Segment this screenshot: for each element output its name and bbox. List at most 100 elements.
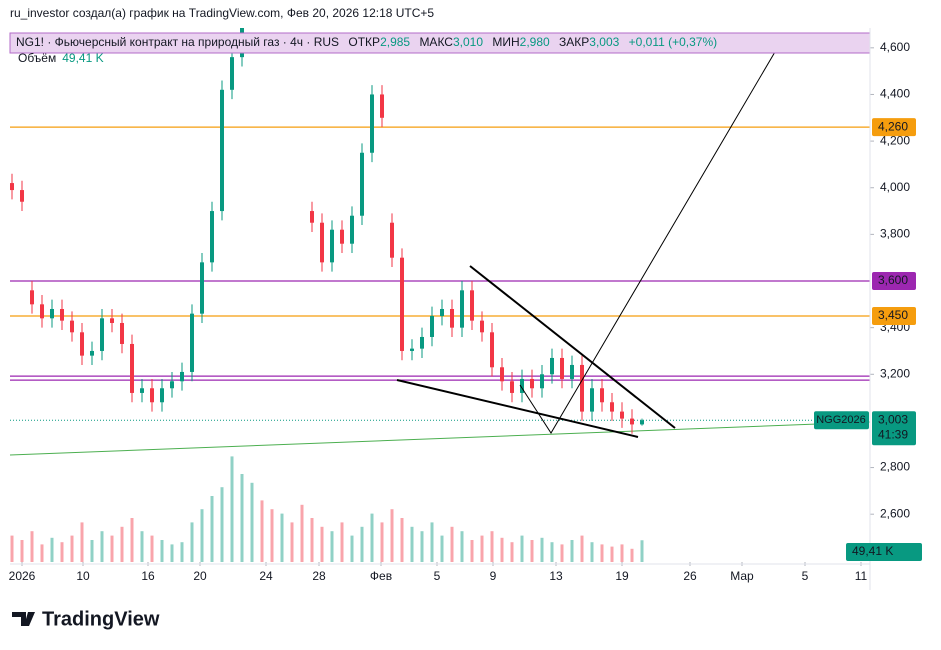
logo-mark (12, 612, 35, 626)
volume-bar (240, 474, 244, 562)
volume-bar (520, 535, 524, 562)
volume-bar (580, 535, 584, 562)
volume-bar (550, 542, 554, 562)
candle-body (580, 364, 584, 412)
volume-bar (630, 548, 634, 562)
volume-bar (210, 496, 214, 562)
volume-bar (90, 540, 94, 562)
volume-bar (460, 531, 464, 562)
volume-bar (470, 540, 474, 562)
candles (10, 28, 644, 434)
candle-body (80, 332, 84, 356)
candle-body (540, 374, 544, 389)
volume-bar (30, 531, 34, 562)
y-tick-label: 3,200 (880, 366, 910, 380)
price-badge (872, 411, 916, 446)
volume-bar (380, 522, 384, 562)
x-tick-label: 5 (434, 569, 441, 583)
candle-body (220, 89, 224, 212)
y-tick-label: 4,000 (880, 180, 910, 194)
volume-label: Объём (18, 51, 56, 65)
wedge-upper (469, 265, 676, 429)
candle-body (20, 190, 24, 202)
candle-body (150, 388, 154, 403)
candle-body (520, 378, 524, 393)
x-tick-label: 19 (615, 569, 629, 583)
candle-body (490, 332, 494, 368)
candle-body (480, 320, 484, 333)
candle-body (630, 418, 634, 425)
volume-bar (140, 531, 144, 562)
candle-body (640, 420, 644, 425)
candle-body (560, 357, 564, 379)
volume-bar (80, 522, 84, 562)
candle-body (50, 308, 54, 319)
candle-body (230, 57, 234, 90)
volume-bar (480, 535, 484, 562)
candle-body (550, 357, 554, 375)
price-badge-label: 3,003 (878, 412, 908, 426)
level-badge-label: 4,260 (878, 119, 908, 133)
candle-body (130, 343, 134, 393)
candle-body (610, 402, 614, 412)
contract-badge (814, 411, 869, 430)
candle-body (460, 290, 464, 328)
logo: TradingView (12, 608, 160, 630)
candle-body (330, 229, 334, 263)
volume-bar (640, 540, 644, 562)
candle-body (470, 290, 474, 321)
volume-bar (600, 544, 604, 562)
candle-body (60, 308, 64, 321)
candle-body (450, 308, 454, 328)
candle-body (590, 388, 594, 412)
volume-bar (340, 522, 344, 562)
candle-body (420, 336, 424, 349)
volume-bar (300, 504, 304, 562)
volume-bar (180, 542, 184, 562)
volume-bar (450, 526, 454, 562)
volume-bar (490, 531, 494, 562)
candle-body (530, 378, 534, 389)
candle-body (430, 315, 434, 337)
wedge-lower (396, 379, 639, 438)
volume-bar (410, 526, 414, 562)
x-tick-label: 13 (549, 569, 563, 583)
volume-bar (170, 544, 174, 562)
candle-body (400, 257, 404, 351)
volume-bar (160, 540, 164, 562)
brand: TradingView (42, 608, 160, 630)
x-tick-label: 5 (802, 569, 809, 583)
volume-bar (570, 540, 574, 562)
candle-body (570, 364, 574, 379)
x-tick-label: 2026 (9, 569, 36, 583)
candle-body (380, 94, 384, 118)
volume-bar (130, 518, 134, 562)
volume-bar (220, 487, 224, 562)
x-tick-label: 10 (76, 569, 90, 583)
volume-bar (290, 522, 294, 562)
candle-body (110, 318, 114, 323)
volume-value: 49,41 K (62, 51, 103, 65)
contract-label: NGG2026 (816, 414, 866, 426)
level-badge (872, 272, 916, 291)
y-tick-label: 2,600 (880, 506, 910, 520)
candle-body (350, 215, 354, 244)
y-tick-label: 4,200 (880, 133, 910, 147)
x-tick-label: 11 (855, 569, 868, 583)
candle-body (620, 411, 624, 419)
candle-body (120, 322, 124, 344)
candle-body (340, 229, 344, 244)
projection-arrow (519, 39, 783, 434)
x-tick-label: 26 (683, 569, 697, 583)
volume-bar (330, 531, 334, 562)
volume-legend: Объём 49,41 K (18, 51, 104, 65)
candle-body (310, 211, 314, 223)
volume-bar (10, 535, 14, 562)
volume-bar (50, 537, 54, 562)
candle-body (600, 388, 604, 403)
candle-body (140, 388, 144, 393)
volume-bar (440, 535, 444, 562)
y-tick-label: 2,800 (880, 460, 910, 474)
candle-body (440, 308, 444, 316)
